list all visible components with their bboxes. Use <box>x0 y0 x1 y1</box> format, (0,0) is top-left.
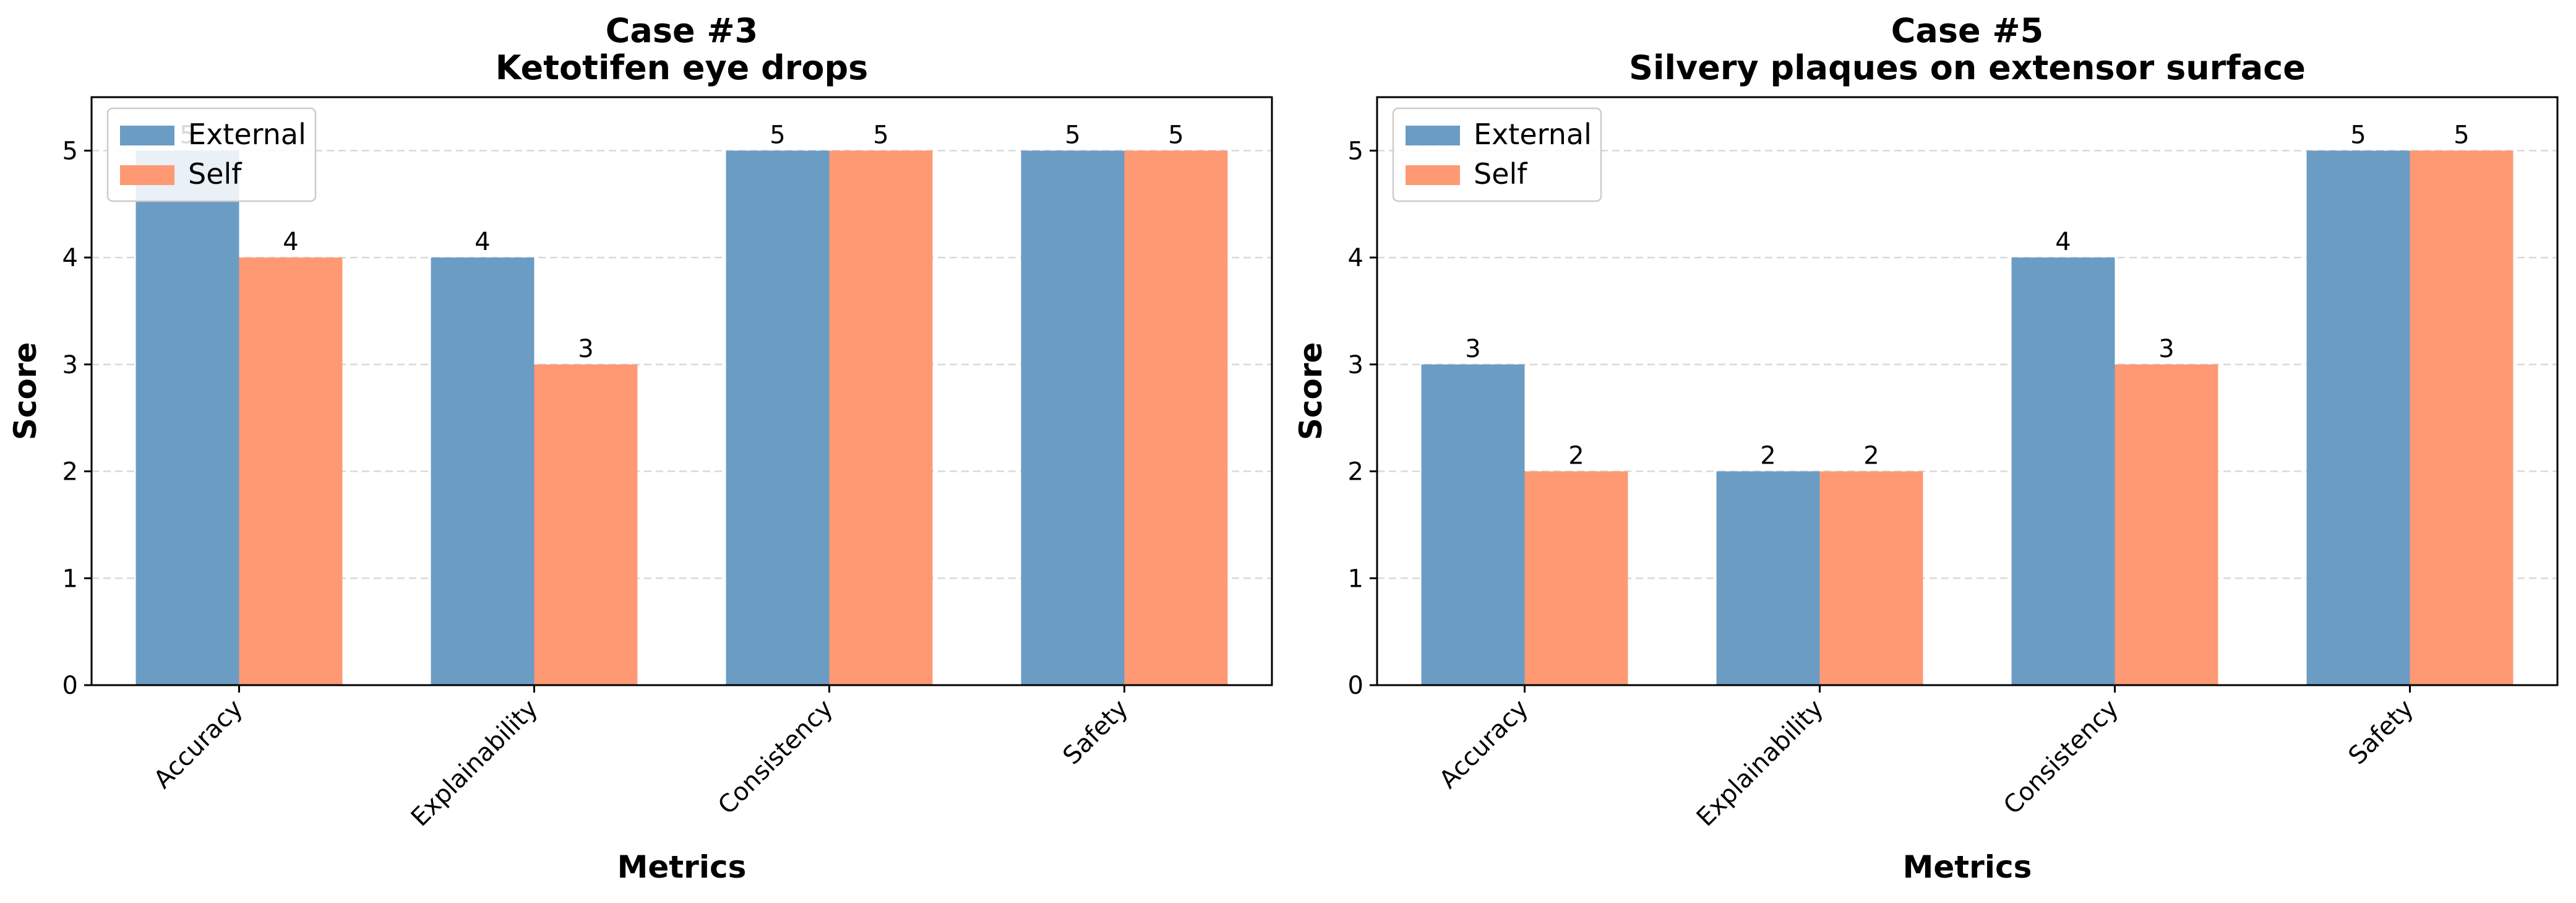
bar-external-explainability <box>1716 471 1820 685</box>
chart-subtitle: Ketotifen eye drops <box>496 48 869 87</box>
bar-external-safety <box>1021 150 1125 685</box>
y-axis-label: Score <box>7 342 43 441</box>
bar-self-safety <box>2410 150 2514 685</box>
data-label: 3 <box>578 335 593 363</box>
y-tick-label: 1 <box>62 564 78 593</box>
data-label: 4 <box>474 228 490 256</box>
data-label: 4 <box>2055 228 2071 256</box>
bar-self-accuracy <box>1524 471 1628 685</box>
data-label: 5 <box>1065 121 1080 149</box>
data-label: 3 <box>2158 335 2174 363</box>
data-label: 5 <box>770 121 785 149</box>
legend-swatch-external <box>1406 126 1460 145</box>
plot-frame <box>1376 96 2559 686</box>
bar-external-accuracy <box>1421 364 1525 685</box>
x-tick-label: Safety <box>1058 694 1134 771</box>
legend-swatch-external <box>120 126 174 145</box>
chart-title: Case #5 <box>1891 11 2043 50</box>
y-tick-label: 5 <box>1348 137 1363 165</box>
y-tick-label: 1 <box>1348 564 1363 593</box>
y-tick-label: 0 <box>1348 672 1363 700</box>
legend-label: External <box>188 118 306 151</box>
legend-swatch-self <box>1406 165 1460 185</box>
y-tick-label: 3 <box>62 351 78 379</box>
bar-self-explainability <box>1819 471 1923 685</box>
bar-self-accuracy <box>239 257 343 685</box>
legend-swatch-self <box>120 165 174 185</box>
x-tick-label: Consistency <box>713 694 839 821</box>
bar-external-accuracy <box>135 150 239 685</box>
x-tick-label: Accuracy <box>1434 694 1534 795</box>
chart-subtitle: Silvery plaques on extensor surface <box>1629 48 2306 87</box>
bar-self-consistency <box>2114 364 2218 685</box>
y-axis-label: Score <box>1293 342 1329 441</box>
data-label: 5 <box>2350 121 2366 149</box>
y-tick-label: 5 <box>62 137 78 165</box>
data-label: 2 <box>1760 442 1775 470</box>
data-label: 5 <box>873 121 888 149</box>
legend: External Self <box>1392 107 1602 202</box>
x-tick-label: Explainability <box>406 694 544 832</box>
y-tick-label: 3 <box>1348 351 1363 379</box>
y-tick-label: 4 <box>62 244 78 272</box>
y-tick-label: 2 <box>1348 458 1363 486</box>
bar-external-consistency <box>726 150 830 685</box>
bar-self-safety <box>1124 150 1228 685</box>
x-tick-label: Consistency <box>1998 694 2124 821</box>
data-label: 5 <box>2454 121 2469 149</box>
y-tick-label: 4 <box>1348 244 1363 272</box>
data-label: 3 <box>1465 335 1480 363</box>
bar-external-explainability <box>431 257 535 685</box>
bar-external-safety <box>2306 150 2410 685</box>
legend-label: Self <box>188 157 243 191</box>
data-label: 4 <box>283 228 298 256</box>
bar-external-consistency <box>2011 257 2115 685</box>
data-label: 2 <box>1863 442 1879 470</box>
chart-title: Case #3 <box>606 11 758 50</box>
plot-frame <box>90 96 1273 686</box>
x-tick-label: Accuracy <box>148 694 249 795</box>
y-tick-label: 2 <box>62 458 78 486</box>
x-axis-label: Metrics <box>1903 849 2032 885</box>
bar-self-consistency <box>829 150 933 685</box>
data-label: 5 <box>1168 121 1183 149</box>
data-label: 2 <box>1568 442 1584 470</box>
bar-self-explainability <box>534 364 638 685</box>
x-axis-label: Metrics <box>617 849 747 885</box>
x-tick-label: Safety <box>2343 694 2419 771</box>
legend-label: External <box>1474 118 1592 151</box>
x-tick-label: Explainability <box>1691 694 1829 832</box>
legend: External Self <box>106 107 317 202</box>
legend-label: Self <box>1474 157 1528 191</box>
y-tick-label: 0 <box>62 672 78 700</box>
